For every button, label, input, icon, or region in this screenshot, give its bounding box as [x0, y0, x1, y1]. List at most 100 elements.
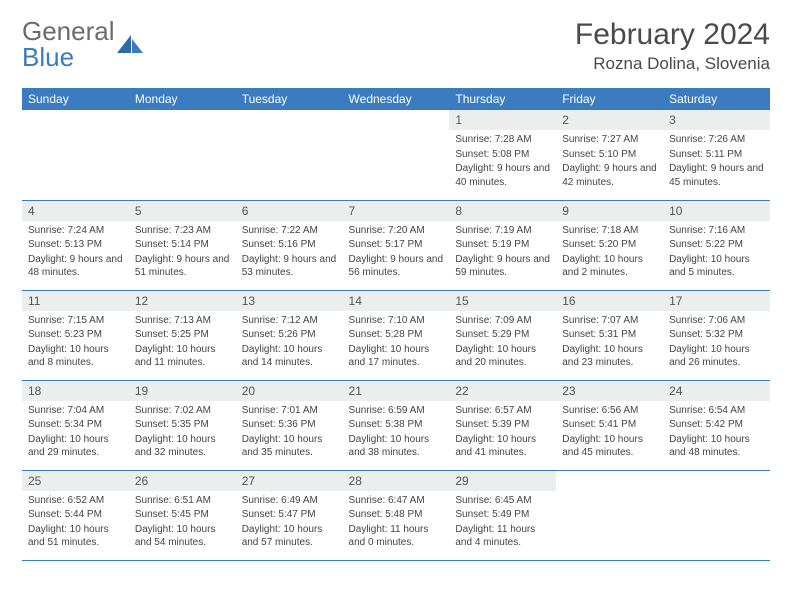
- sunrise-label: Sunrise: 7:09 AM: [455, 314, 550, 328]
- daylight-label: Daylight: 9 hours and 42 minutes.: [562, 162, 657, 189]
- calendar-cell: 12Sunrise: 7:13 AMSunset: 5:25 PMDayligh…: [129, 290, 236, 380]
- sunrise-label: Sunrise: 7:23 AM: [135, 224, 230, 238]
- day-details: Sunrise: 6:49 AMSunset: 5:47 PMDaylight:…: [236, 491, 343, 557]
- day-number: 2: [556, 110, 663, 130]
- weekday-header: Wednesday: [343, 88, 450, 110]
- day-number: 11: [22, 291, 129, 311]
- daylight-label: Daylight: 11 hours and 4 minutes.: [455, 523, 550, 550]
- day-number: 15: [449, 291, 556, 311]
- calendar-cell: 22 Sunrise: 6:57 AMSunset: 5:39 PMDayligh…: [449, 380, 556, 470]
- sunset-label: Sunset: 5:25 PM: [135, 328, 230, 342]
- sunset-label: Sunset: 5:28 PM: [349, 328, 444, 342]
- calendar-cell: 7Sunrise: 7:20 AMSunset: 5:17 PMDaylight…: [343, 200, 450, 290]
- calendar-cell: [129, 110, 236, 200]
- calendar-body: 1Sunrise: 7:28 AMSunset: 5:08 PMDaylight…: [22, 110, 770, 560]
- daylight-label: Daylight: 10 hours and 29 minutes.: [28, 433, 123, 460]
- sunrise-label: Sunrise: 6:54 AM: [669, 404, 764, 418]
- sunset-label: Sunset: 5:20 PM: [562, 238, 657, 252]
- calendar-cell: 13Sunrise: 7:12 AMSunset: 5:26 PMDayligh…: [236, 290, 343, 380]
- sunset-label: Sunset: 5:41 PM: [562, 418, 657, 432]
- sunset-label: Sunset: 5:10 PM: [562, 148, 657, 162]
- day-details: Sunrise: 7:22 AMSunset: 5:16 PMDaylight:…: [236, 221, 343, 287]
- daylight-label: Daylight: 10 hours and 23 minutes.: [562, 343, 657, 370]
- day-number: 16: [556, 291, 663, 311]
- calendar-cell: 6Sunrise: 7:22 AMSunset: 5:16 PMDaylight…: [236, 200, 343, 290]
- daylight-label: Daylight: 10 hours and 2 minutes.: [562, 253, 657, 280]
- day-number: 19: [129, 381, 236, 401]
- day-details: Sunrise: 7:26 AMSunset: 5:11 PMDaylight:…: [663, 130, 770, 196]
- calendar-cell: 9Sunrise: 7:18 AMSunset: 5:20 PMDaylight…: [556, 200, 663, 290]
- sunset-label: Sunset: 5:22 PM: [669, 238, 764, 252]
- calendar-row: 4Sunrise: 7:24 AMSunset: 5:13 PMDaylight…: [22, 200, 770, 290]
- page-header: General Blue February 2024 Rozna Dolina,…: [22, 18, 770, 74]
- daylight-label: Daylight: 10 hours and 41 minutes.: [455, 433, 550, 460]
- calendar-cell: 11Sunrise: 7:15 AMSunset: 5:23 PMDayligh…: [22, 290, 129, 380]
- weekday-header: Monday: [129, 88, 236, 110]
- daylight-label: Daylight: 10 hours and 26 minutes.: [669, 343, 764, 370]
- day-details: Sunrise: 7:04 AMSunset: 5:34 PMDaylight:…: [22, 401, 129, 467]
- daylight-label: Daylight: 10 hours and 45 minutes.: [562, 433, 657, 460]
- day-number: 22: [449, 381, 556, 401]
- calendar-cell: 3Sunrise: 7:26 AMSunset: 5:11 PMDaylight…: [663, 110, 770, 200]
- daylight-label: Daylight: 9 hours and 45 minutes.: [669, 162, 764, 189]
- day-number: 21: [343, 381, 450, 401]
- sunrise-label: Sunrise: 7:24 AM: [28, 224, 123, 238]
- daylight-label: Daylight: 11 hours and 0 minutes.: [349, 523, 444, 550]
- day-details: Sunrise: 7:12 AMSunset: 5:26 PMDaylight:…: [236, 311, 343, 377]
- calendar-cell: [556, 470, 663, 560]
- sunrise-label: Sunrise: 7:28 AM: [455, 133, 550, 147]
- sunrise-label: Sunrise: 7:10 AM: [349, 314, 444, 328]
- day-number: 26: [129, 471, 236, 491]
- calendar-cell: 20Sunrise: 7:01 AMSunset: 5:36 PMDayligh…: [236, 380, 343, 470]
- daylight-label: Daylight: 10 hours and 57 minutes.: [242, 523, 337, 550]
- day-number: 9: [556, 201, 663, 221]
- sunset-label: Sunset: 5:17 PM: [349, 238, 444, 252]
- sunrise-label: Sunrise: 7:27 AM: [562, 133, 657, 147]
- sunset-label: Sunset: 5:39 PM: [455, 418, 550, 432]
- day-details: Sunrise: 6:51 AMSunset: 5:45 PMDaylight:…: [129, 491, 236, 557]
- calendar-cell: 17Sunrise: 7:06 AMSunset: 5:32 PMDayligh…: [663, 290, 770, 380]
- calendar-cell: [343, 110, 450, 200]
- calendar-cell: 25Sunrise: 6:52 AMSunset: 5:44 PMDayligh…: [22, 470, 129, 560]
- sunrise-label: Sunrise: 7:04 AM: [28, 404, 123, 418]
- sunset-label: Sunset: 5:48 PM: [349, 508, 444, 522]
- day-number: 13: [236, 291, 343, 311]
- calendar-cell: 1Sunrise: 7:28 AMSunset: 5:08 PMDaylight…: [449, 110, 556, 200]
- sunrise-label: Sunrise: 6:47 AM: [349, 494, 444, 508]
- weekday-header: Tuesday: [236, 88, 343, 110]
- sunrise-label: Sunrise: 7:20 AM: [349, 224, 444, 238]
- day-number: 7: [343, 201, 450, 221]
- calendar-row: 11Sunrise: 7:15 AMSunset: 5:23 PMDayligh…: [22, 290, 770, 380]
- calendar-cell: [22, 110, 129, 200]
- day-number: 12: [129, 291, 236, 311]
- sunset-label: Sunset: 5:34 PM: [28, 418, 123, 432]
- calendar-cell: 15Sunrise: 7:09 AMSunset: 5:29 PMDayligh…: [449, 290, 556, 380]
- daylight-label: Daylight: 10 hours and 38 minutes.: [349, 433, 444, 460]
- sunset-label: Sunset: 5:32 PM: [669, 328, 764, 342]
- day-number: 3: [663, 110, 770, 130]
- sunset-label: Sunset: 5:23 PM: [28, 328, 123, 342]
- daylight-label: Daylight: 10 hours and 54 minutes.: [135, 523, 230, 550]
- daylight-label: Daylight: 10 hours and 8 minutes.: [28, 343, 123, 370]
- daylight-label: Daylight: 10 hours and 51 minutes.: [28, 523, 123, 550]
- day-details: Sunrise: 7:28 AMSunset: 5:08 PMDaylight:…: [449, 130, 556, 196]
- weekday-header: Saturday: [663, 88, 770, 110]
- sunset-label: Sunset: 5:11 PM: [669, 148, 764, 162]
- day-number: 4: [22, 201, 129, 221]
- sunset-label: Sunset: 5:31 PM: [562, 328, 657, 342]
- daylight-label: Daylight: 10 hours and 20 minutes.: [455, 343, 550, 370]
- calendar-table: Sunday Monday Tuesday Wednesday Thursday…: [22, 88, 770, 561]
- calendar-cell: 28Sunrise: 6:47 AMSunset: 5:48 PMDayligh…: [343, 470, 450, 560]
- daylight-label: Daylight: 9 hours and 40 minutes.: [455, 162, 550, 189]
- sunrise-label: Sunrise: 6:52 AM: [28, 494, 123, 508]
- sunrise-label: Sunrise: 7:26 AM: [669, 133, 764, 147]
- day-details: Sunrise: 7:06 AMSunset: 5:32 PMDaylight:…: [663, 311, 770, 377]
- sunset-label: Sunset: 5:45 PM: [135, 508, 230, 522]
- day-details: Sunrise: 7:20 AMSunset: 5:17 PMDaylight:…: [343, 221, 450, 287]
- sunrise-label: Sunrise: 6:57 AM: [455, 404, 550, 418]
- day-number: 27: [236, 471, 343, 491]
- day-details: Sunrise: 6:52 AMSunset: 5:44 PMDaylight:…: [22, 491, 129, 557]
- sunrise-label: Sunrise: 6:49 AM: [242, 494, 337, 508]
- day-details: Sunrise: 6:54 AMSunset: 5:42 PMDaylight:…: [663, 401, 770, 467]
- sunset-label: Sunset: 5:38 PM: [349, 418, 444, 432]
